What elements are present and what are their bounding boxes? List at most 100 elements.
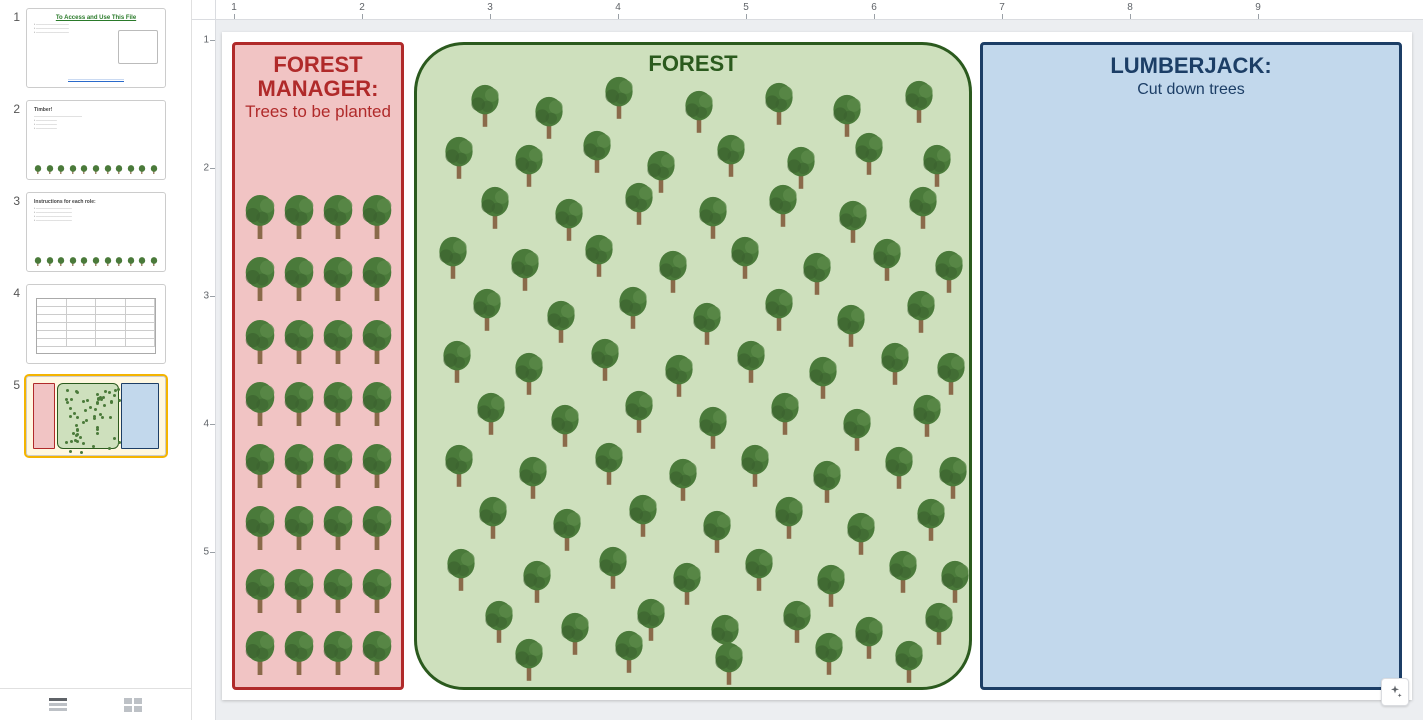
tree-icon[interactable] [320,314,356,364]
tree-icon[interactable] [242,625,278,675]
tree-icon[interactable] [242,251,278,301]
tree-icon[interactable] [588,333,622,381]
tree-icon[interactable] [938,555,972,603]
tree-icon[interactable] [359,314,395,364]
tree-icon[interactable] [281,189,317,239]
ruler-horizontal[interactable]: 123456789 [216,0,1423,20]
forest-panel[interactable]: FOREST [414,42,972,690]
tree-icon[interactable] [580,125,614,173]
tree-icon[interactable] [700,505,734,553]
thumb-row[interactable]: 2 Timber! ————————————————• ———————• ———… [0,98,191,190]
tree-icon[interactable] [281,500,317,550]
tree-icon[interactable] [906,181,940,229]
tree-icon[interactable] [320,376,356,426]
tree-icon[interactable] [616,281,650,329]
tree-icon[interactable] [914,493,948,541]
tree-icon[interactable] [612,625,646,673]
tree-icon[interactable] [904,285,938,333]
tree-icon[interactable] [666,453,700,501]
lumberjack-panel[interactable]: LUMBERJACK: Cut down trees [980,42,1402,690]
tree-icon[interactable] [714,129,748,177]
tree-icon[interactable] [359,251,395,301]
tree-icon[interactable] [281,625,317,675]
tree-icon[interactable] [910,389,944,437]
tree-icon[interactable] [622,385,656,433]
canvas-viewport[interactable]: FOREST MANAGER: Trees to be planted FORE… [216,20,1423,720]
tree-icon[interactable] [508,243,542,291]
tree-icon[interactable] [934,347,968,395]
tree-icon[interactable] [602,71,636,119]
tree-icon[interactable] [920,139,954,187]
tree-icon[interactable] [734,335,768,383]
tree-icon[interactable] [520,555,554,603]
tree-icon[interactable] [242,189,278,239]
tree-icon[interactable] [878,337,912,385]
tree-icon[interactable] [690,297,724,345]
thumb-slide-5[interactable] [26,376,166,456]
tree-icon[interactable] [512,139,546,187]
tree-icon[interactable] [626,489,660,537]
tree-icon[interactable] [814,559,848,607]
tree-icon[interactable] [936,451,970,499]
thumb-row[interactable]: 1 To Access and Use This File • ————————… [0,6,191,98]
ruler-vertical[interactable]: 12345 [192,20,216,720]
thumb-slide-3[interactable]: Instructions for each role: • ——————————… [26,192,166,272]
tree-icon[interactable] [696,401,730,449]
tree-icon[interactable] [886,545,920,593]
tree-icon[interactable] [806,351,840,399]
tree-icon[interactable] [662,349,696,397]
tree-icon[interactable] [812,627,846,675]
tree-icon[interactable] [242,500,278,550]
tree-icon[interactable] [762,77,796,125]
tree-icon[interactable] [281,376,317,426]
tree-icon[interactable] [478,181,512,229]
tree-icon[interactable] [320,189,356,239]
tree-icon[interactable] [892,635,926,683]
thumb-row[interactable]: 5 [0,374,191,466]
tree-icon[interactable] [834,299,868,347]
tree-icon[interactable] [242,314,278,364]
tree-icon[interactable] [852,127,886,175]
tree-icon[interactable] [656,245,690,293]
tree-icon[interactable] [359,376,395,426]
tree-icon[interactable] [810,455,844,503]
tree-icon[interactable] [359,625,395,675]
thumb-row[interactable]: 4 [0,282,191,374]
tree-icon[interactable] [320,563,356,613]
tree-icon[interactable] [836,195,870,243]
tree-icon[interactable] [359,438,395,488]
tree-icon[interactable] [320,500,356,550]
tree-icon[interactable] [766,179,800,227]
tree-icon[interactable] [242,438,278,488]
tree-icon[interactable] [440,335,474,383]
tree-icon[interactable] [582,229,616,277]
tree-icon[interactable] [442,131,476,179]
tree-icon[interactable] [780,595,814,643]
thumb-slide-2[interactable]: Timber! ————————————————• ———————• —————… [26,100,166,180]
tree-icon[interactable] [320,438,356,488]
tree-icon[interactable] [281,563,317,613]
tree-icon[interactable] [682,85,716,133]
tree-icon[interactable] [902,75,936,123]
tree-icon[interactable] [532,91,566,139]
tree-icon[interactable] [468,79,502,127]
tree-icon[interactable] [548,399,582,447]
tree-icon[interactable] [882,441,916,489]
tree-icon[interactable] [762,283,796,331]
tree-icon[interactable] [712,637,746,685]
thumb-slide-4[interactable] [26,284,166,364]
slide-canvas[interactable]: FOREST MANAGER: Trees to be planted FORE… [222,32,1412,700]
tree-icon[interactable] [840,403,874,451]
tree-icon[interactable] [482,595,516,643]
tree-icon[interactable] [242,563,278,613]
filmstrip-view-icon[interactable] [49,698,67,712]
tree-icon[interactable] [359,563,395,613]
tree-icon[interactable] [738,439,772,487]
tree-icon[interactable] [544,295,578,343]
tree-icon[interactable] [844,507,878,555]
tree-icon[interactable] [552,193,586,241]
forest-manager-panel[interactable]: FOREST MANAGER: Trees to be planted [232,42,404,690]
tree-icon[interactable] [512,633,546,681]
tree-icon[interactable] [436,231,470,279]
tree-icon[interactable] [512,347,546,395]
